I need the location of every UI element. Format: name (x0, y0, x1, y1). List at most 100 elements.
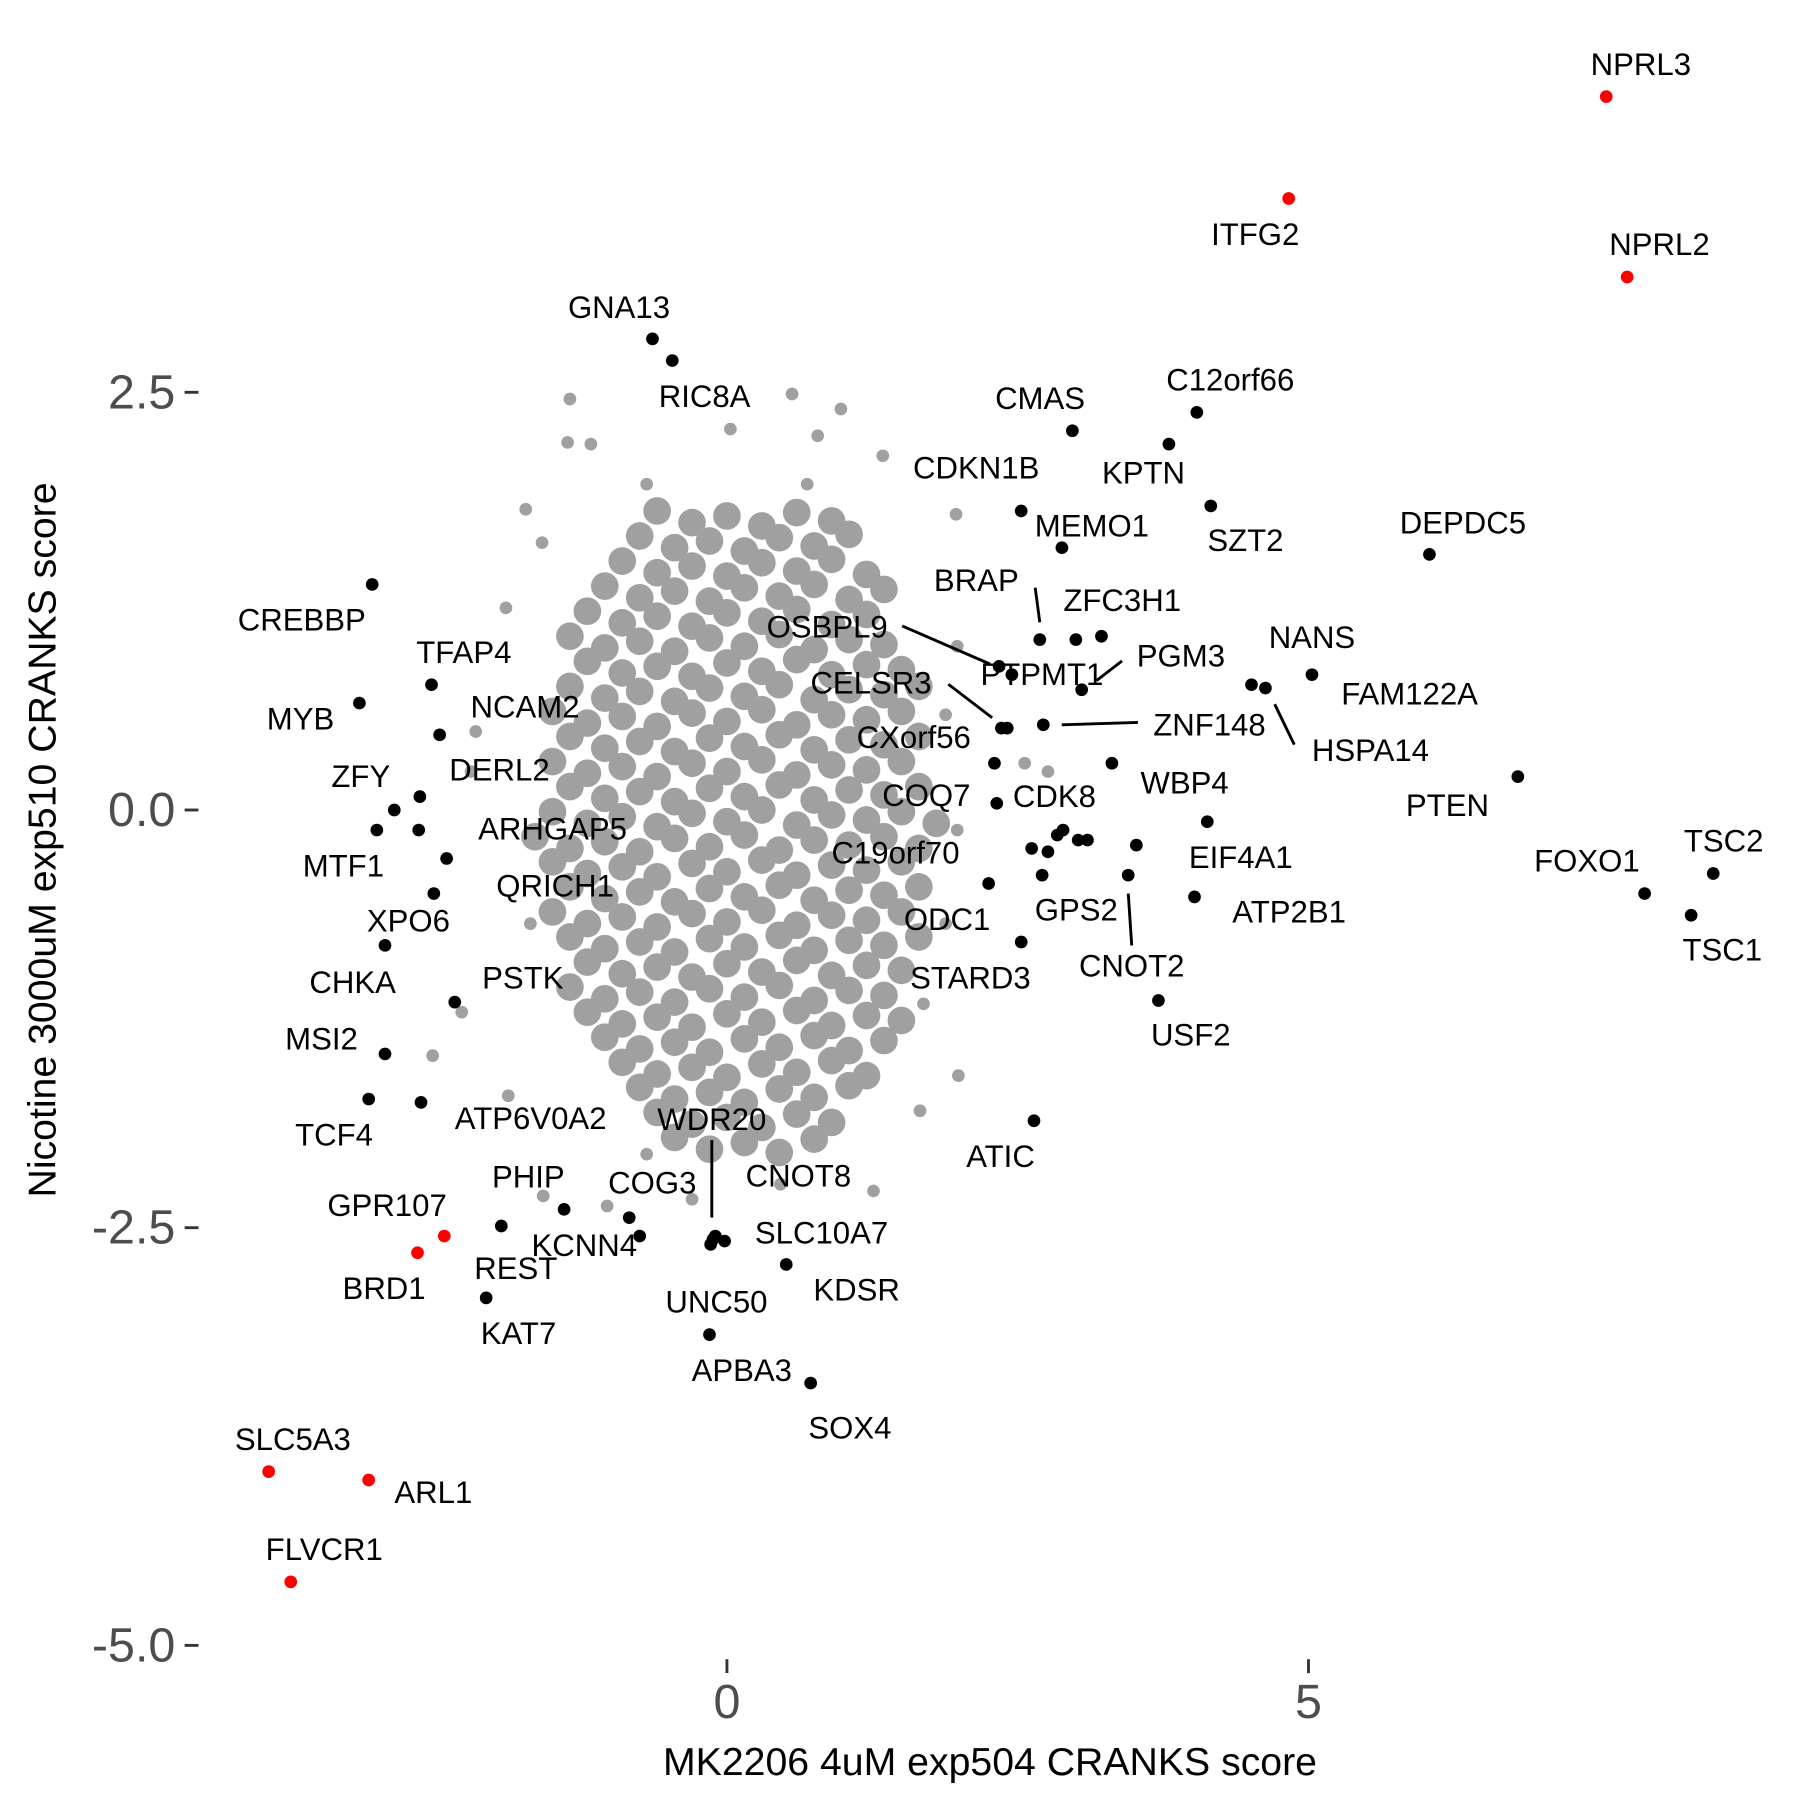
point-label: PTEN (1406, 788, 1489, 823)
point (625, 978, 654, 1006)
point (608, 1048, 637, 1077)
point-label: KDSR (813, 1272, 900, 1307)
point (730, 933, 759, 961)
point (774, 1177, 787, 1191)
point (913, 1104, 927, 1118)
point-label: KCNN4 (532, 1228, 638, 1263)
point-label: FLVCR1 (266, 1532, 383, 1567)
point (765, 1138, 794, 1167)
point (1036, 718, 1050, 732)
point (852, 756, 881, 784)
point-label: NANS (1269, 620, 1356, 655)
point (573, 948, 602, 976)
point (695, 774, 724, 803)
point (608, 547, 637, 575)
point (556, 722, 584, 751)
point (378, 938, 392, 952)
point-label: WDR20 (657, 1102, 766, 1137)
point (904, 873, 933, 901)
point (835, 520, 863, 549)
point (1095, 629, 1108, 643)
point (747, 695, 776, 724)
point (524, 917, 537, 930)
point-label: GPR107 (327, 1188, 446, 1223)
point (852, 806, 881, 834)
point (800, 826, 829, 854)
point (590, 1023, 619, 1052)
point (622, 1211, 636, 1225)
point (713, 1103, 741, 1132)
point (538, 697, 567, 726)
point (678, 1053, 706, 1082)
point (852, 1001, 881, 1030)
point (870, 730, 898, 759)
point (817, 901, 846, 930)
point (817, 545, 846, 574)
point-label: DERL2 (449, 753, 549, 788)
point (904, 923, 933, 951)
point (992, 659, 1006, 673)
point-label: MEMO1 (1035, 508, 1149, 543)
point-label: SZT2 (1207, 523, 1283, 558)
point (713, 599, 741, 627)
point (713, 649, 741, 677)
point (782, 1100, 811, 1128)
point (1033, 633, 1047, 646)
point (695, 924, 724, 953)
point-label: PGM3 (1137, 639, 1225, 674)
point (556, 873, 584, 901)
point-label: SOX4 (808, 1411, 891, 1446)
point (730, 632, 759, 661)
point (625, 928, 654, 956)
point (665, 354, 679, 367)
point (704, 1238, 717, 1251)
point (625, 677, 654, 706)
point (811, 429, 824, 443)
point-label: QRICH1 (496, 869, 614, 904)
point (782, 996, 811, 1025)
point (1204, 499, 1218, 513)
point-label: KPTN (1102, 455, 1185, 490)
x-tick-label: 5 (1295, 1675, 1322, 1729)
point (747, 548, 776, 577)
point (834, 402, 848, 416)
point (1259, 681, 1272, 695)
point-label: CDKN1B (913, 451, 1039, 486)
point-label: CNOT8 (746, 1159, 852, 1194)
point (1025, 842, 1039, 855)
point (437, 1229, 451, 1243)
point (660, 577, 689, 605)
y-axis-title: Nicotine 3000uM exp510 CRANKS score (21, 482, 65, 1197)
y-tick-label: 2.5 (108, 365, 175, 419)
point-label: XPO6 (367, 904, 450, 939)
point (782, 498, 811, 527)
point (678, 552, 706, 580)
point (835, 831, 863, 859)
point-label: ZFY (331, 759, 390, 794)
point (262, 1465, 276, 1478)
point-label: ATP2B1 (1232, 894, 1346, 929)
point-label: KAT7 (481, 1316, 557, 1351)
point (1152, 994, 1165, 1007)
point (835, 1071, 863, 1100)
point (817, 700, 846, 729)
point (387, 803, 401, 817)
point (412, 823, 426, 837)
point (584, 437, 598, 451)
point-label: FAM122A (1341, 676, 1478, 711)
point (747, 796, 776, 824)
point (765, 921, 794, 950)
point (887, 956, 916, 985)
point (469, 725, 483, 738)
point (817, 751, 846, 779)
point (608, 702, 637, 731)
point (870, 981, 898, 1010)
point (440, 852, 453, 865)
point (713, 502, 741, 530)
point (904, 672, 933, 701)
point (411, 1246, 424, 1260)
point (713, 949, 741, 978)
point (643, 1003, 671, 1032)
